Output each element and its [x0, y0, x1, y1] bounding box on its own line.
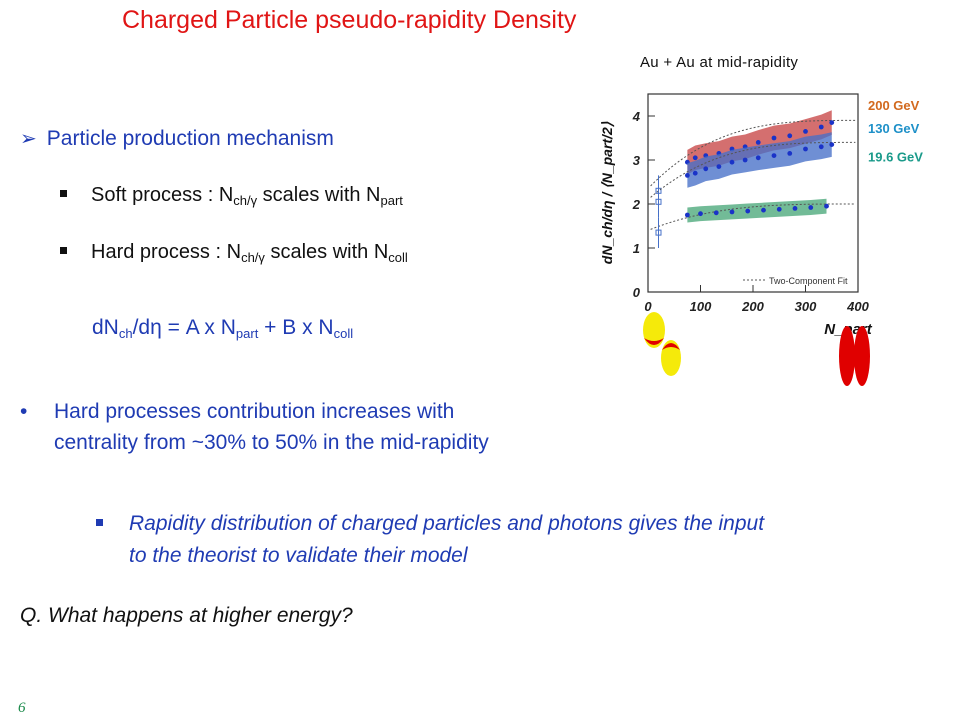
- soft-sub: ch/γ: [233, 193, 258, 208]
- nucleus-peripheral-2-overlap: [662, 343, 680, 350]
- error-band: [687, 132, 832, 188]
- data-point: [684, 173, 690, 178]
- data-point: [776, 206, 782, 212]
- rapidity-item: Rapidity distribution of charged particl…: [96, 508, 764, 572]
- section-heading-text: Particle production mechanism: [46, 127, 334, 150]
- y-tick-label: 4: [632, 109, 641, 124]
- data-point: [818, 124, 824, 130]
- data-point: [745, 208, 751, 214]
- arrow-bullet-icon: ➢: [20, 128, 37, 150]
- data-point: [829, 142, 835, 147]
- data-point: [692, 170, 698, 176]
- data-point: [787, 151, 793, 156]
- y-tick-label: 0: [633, 285, 641, 300]
- x-tick-label: 300: [795, 299, 817, 314]
- slide-title: Charged Particle pseudo-rapidity Density: [122, 6, 577, 34]
- dot-bullet-icon: •: [20, 400, 28, 423]
- series-label: 130 GeV: [868, 121, 920, 136]
- nucleus-peripheral-1: [643, 312, 665, 348]
- bullet-line-2: centrality from ~30% to 50% in the mid-r…: [54, 431, 489, 454]
- data-point: [824, 203, 829, 209]
- fit-curve: [650, 119, 856, 187]
- hard-sub: ch/γ: [241, 250, 265, 265]
- square-bullet-icon: [60, 247, 67, 255]
- fit-curve: [650, 203, 856, 230]
- hard-text: Hard process : N: [91, 241, 242, 263]
- soft-text: Soft process : N: [91, 184, 234, 206]
- x-tick-label: 100: [690, 299, 712, 314]
- soft-process-item: Soft process : Nch/γ scales with Npart: [60, 184, 403, 208]
- nucleus-central-2: [854, 326, 870, 386]
- italic-line-1: Rapidity distribution of charged particl…: [129, 512, 765, 535]
- data-point: [803, 129, 808, 134]
- data-point: [729, 209, 735, 215]
- series-label: 19.6 GeV: [868, 150, 923, 165]
- data-point: [742, 157, 748, 163]
- question-text: Q. What happens at higher energy?: [20, 604, 353, 627]
- nucleus-peripheral-2: [661, 340, 681, 376]
- data-point: [829, 120, 835, 125]
- hard-process-item: Hard process : Nch/γ scales with Ncoll: [60, 241, 408, 265]
- page-number: 6: [18, 700, 26, 716]
- data-point: [703, 166, 709, 172]
- chart-title: Au + Au at mid-rapidity: [640, 54, 799, 71]
- data-point: [792, 206, 798, 211]
- hard-sub2: coll: [388, 250, 408, 265]
- data-point: [755, 140, 761, 145]
- data-point: [716, 164, 722, 169]
- data-point: [808, 205, 814, 210]
- legend-label: Two-Component Fit: [769, 276, 848, 286]
- data-point: [698, 211, 703, 217]
- soft-text-mid: scales with N: [257, 184, 381, 206]
- hard-contribution-bullet: • Hard processes contribution increases w…: [20, 396, 489, 458]
- data-point: [755, 155, 761, 161]
- x-tick-label: 200: [741, 299, 764, 314]
- nucleus-central-1: [839, 326, 855, 386]
- data-point: [771, 153, 777, 158]
- data-point: [684, 212, 690, 218]
- section-heading: ➢ Particle production mechanism: [20, 126, 334, 151]
- data-point: [771, 135, 777, 141]
- data-point: [761, 207, 766, 213]
- y-axis-label: dN_ch/dη / ⟨N_part/2⟩: [599, 121, 615, 264]
- data-point: [787, 133, 793, 139]
- y-tick-label: 3: [633, 153, 641, 168]
- italic-line-2: to the theorist to validate their model: [129, 544, 468, 567]
- data-point: [692, 155, 698, 161]
- fit-curve: [650, 141, 856, 198]
- formula: dNch/dη = A x Npart + B x Ncoll: [92, 316, 354, 341]
- y-tick-label: 1: [633, 241, 640, 256]
- error-band: [687, 198, 827, 223]
- x-tick-label: 0: [644, 299, 652, 314]
- square-bullet-icon: [96, 518, 103, 526]
- x-tick-label: 400: [846, 299, 869, 314]
- bullet-line-1: Hard processes contribution increases wi…: [54, 400, 455, 423]
- soft-sub2: part: [380, 193, 403, 208]
- series-label: 200 GeV: [868, 98, 920, 113]
- hard-text-mid: scales with N: [264, 241, 389, 263]
- nucleus-peripheral-1-overlap: [644, 338, 664, 345]
- data-point: [729, 159, 735, 165]
- data-point: [818, 144, 824, 150]
- data-point: [803, 146, 808, 152]
- data-point: [713, 210, 719, 216]
- square-bullet-icon: [60, 190, 67, 198]
- y-tick-label: 2: [632, 197, 641, 212]
